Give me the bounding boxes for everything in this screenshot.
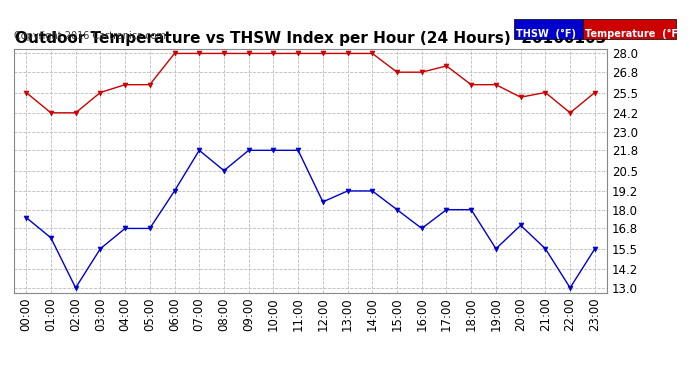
Text: Temperature  (°F): Temperature (°F) [585, 29, 682, 39]
Text: THSW  (°F): THSW (°F) [516, 29, 576, 39]
Text: Copyright 2016 Cartronics.com: Copyright 2016 Cartronics.com [14, 32, 166, 41]
Title: Outdoor Temperature vs THSW Index per Hour (24 Hours)  20160103: Outdoor Temperature vs THSW Index per Ho… [15, 31, 606, 46]
